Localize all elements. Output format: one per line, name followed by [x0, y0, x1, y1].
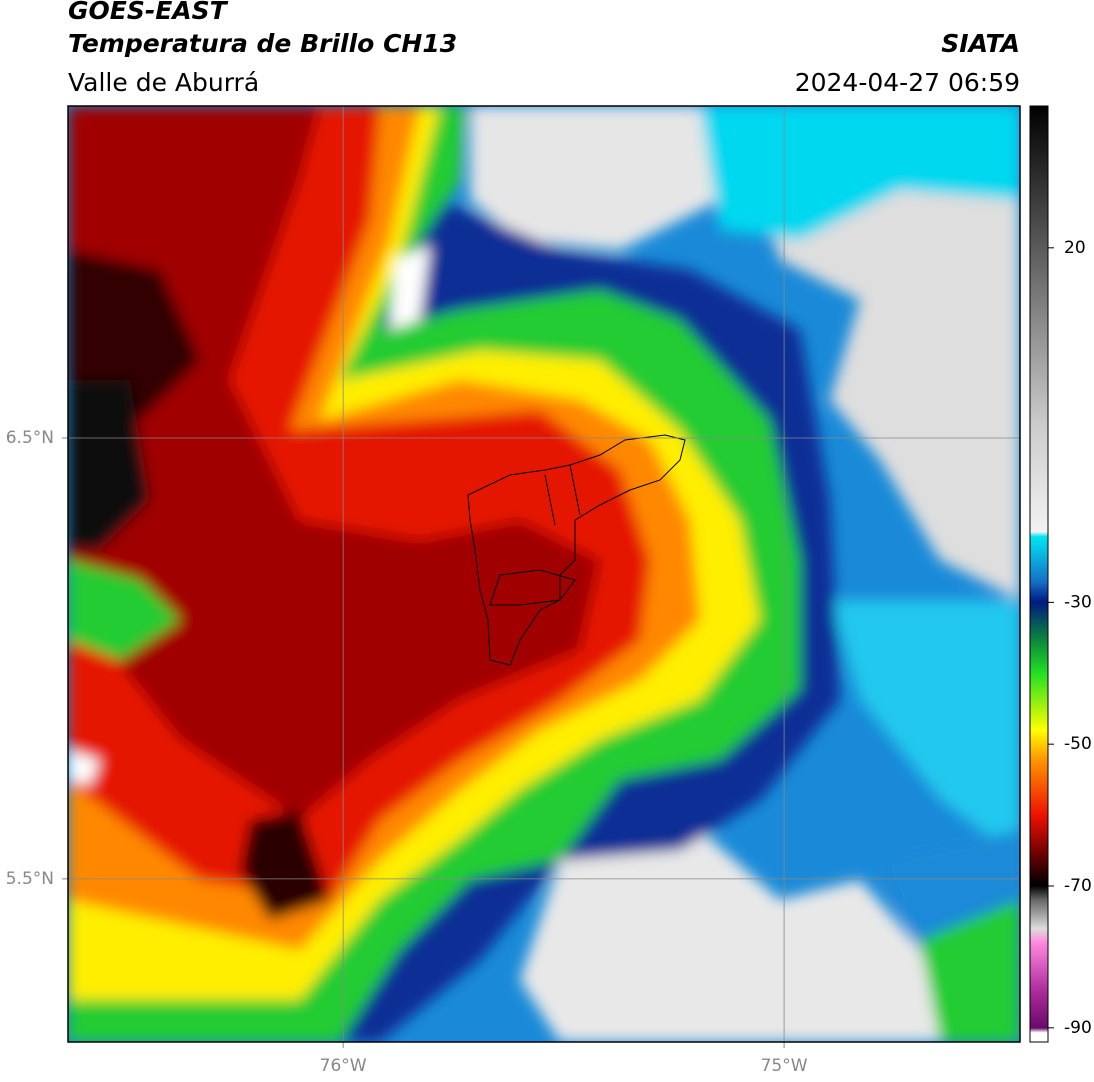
- header: GOES-EAST Temperatura de Brillo CH13 Val…: [68, 0, 1020, 97]
- colorbar-tick-label: -30: [1064, 592, 1092, 612]
- colorbar-scale: [1029, 105, 1049, 1043]
- colorbar-tick-label: -50: [1064, 734, 1092, 754]
- colorbar-tick-label: -90: [1064, 1018, 1092, 1038]
- datetime: 2024-04-27 06:59: [795, 68, 1020, 97]
- x-tick-label: 75°W: [761, 1056, 808, 1076]
- colorbar: 20 -30 -50 -70 -90: [1029, 105, 1092, 1043]
- subtitle: Temperatura de Brillo CH13: [68, 29, 457, 58]
- x-tick-label: 76°W: [320, 1056, 367, 1076]
- colorbar-tick-label: -70: [1064, 876, 1092, 896]
- colorbar-tick-label: 20: [1064, 238, 1086, 258]
- source: SIATA: [941, 29, 1020, 58]
- colorbar-ticks: 20 -30 -50 -70 -90: [1048, 238, 1092, 1038]
- y-tick-label: 5.5°N: [6, 869, 54, 889]
- graticule: [62, 106, 1020, 1048]
- title: GOES-EAST: [68, 0, 229, 25]
- region: Valle de Aburrá: [68, 68, 259, 97]
- y-tick-label: 6.5°N: [6, 428, 54, 448]
- satellite-image: [68, 106, 1020, 1042]
- map-frame: [67, 105, 1021, 1043]
